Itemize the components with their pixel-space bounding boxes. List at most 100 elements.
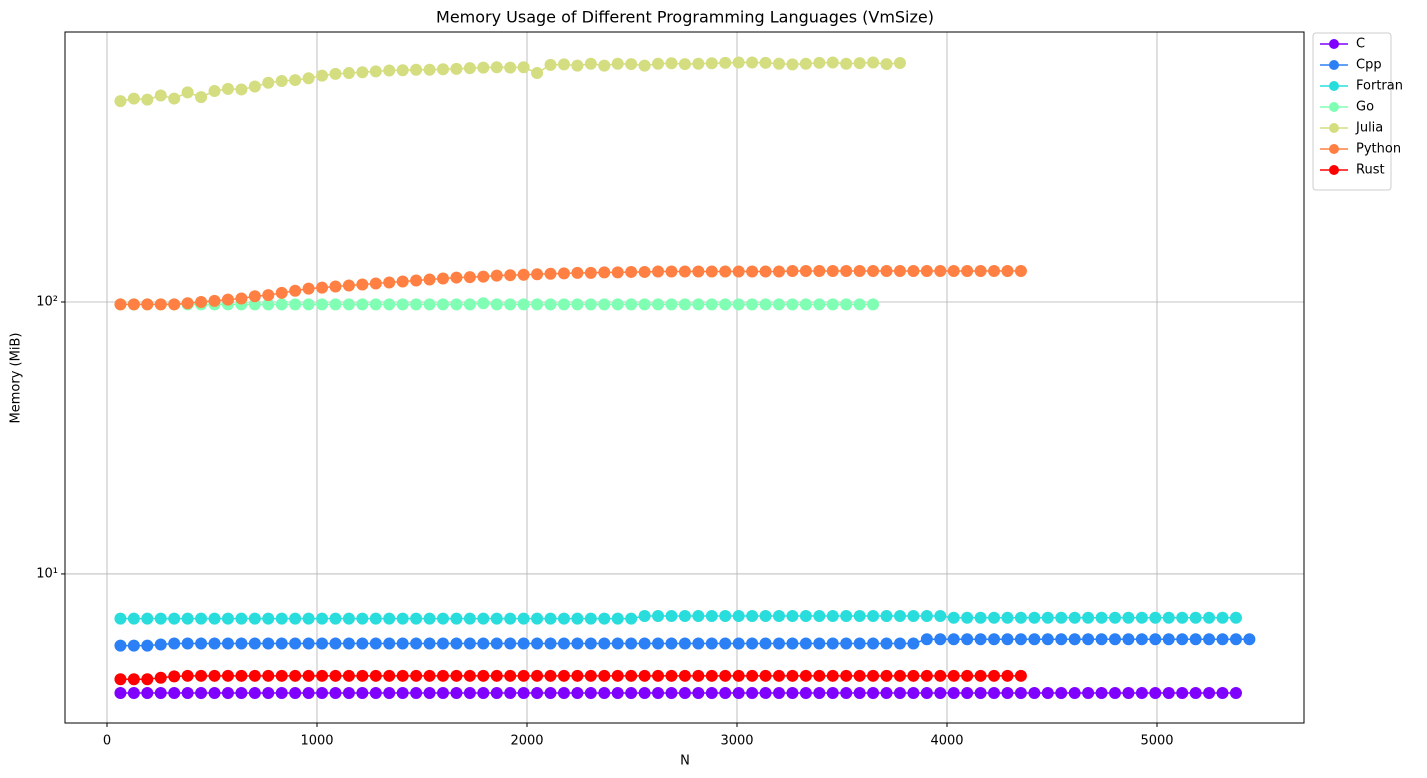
data-point [988, 669, 1001, 682]
data-point [504, 61, 517, 74]
data-point [221, 637, 234, 650]
data-point [168, 612, 181, 625]
data-point [423, 686, 436, 699]
data-point [799, 610, 812, 623]
data-point [867, 56, 880, 69]
data-point [329, 637, 342, 650]
data-point [195, 637, 208, 650]
data-point [1014, 265, 1027, 278]
data-point [1095, 611, 1108, 624]
data-point [450, 62, 463, 75]
data-point [517, 61, 530, 74]
data-point [1082, 633, 1095, 646]
data-point [826, 610, 839, 623]
data-point [1001, 611, 1014, 624]
data-point [181, 637, 194, 650]
data-point [974, 633, 987, 646]
data-point [437, 272, 449, 285]
data-point [450, 271, 463, 284]
data-point [692, 637, 705, 650]
data-point [611, 669, 624, 682]
data-point [329, 280, 342, 293]
data-point [625, 637, 638, 650]
data-point [584, 266, 597, 279]
data-point [705, 298, 718, 311]
data-point [759, 298, 772, 311]
data-point [934, 610, 947, 623]
data-point [221, 82, 234, 95]
data-point [947, 611, 960, 624]
data-point [195, 686, 208, 699]
data-point [396, 298, 409, 311]
data-point [759, 610, 772, 623]
data-point [571, 669, 584, 682]
data-point [907, 686, 920, 699]
data-point [396, 669, 409, 682]
data-point [1082, 686, 1095, 699]
legend-marker [1329, 81, 1339, 91]
data-point [383, 298, 396, 311]
data-point [1055, 633, 1068, 646]
data-point [275, 669, 288, 682]
data-point [356, 66, 369, 79]
data-point [1189, 611, 1202, 624]
data-point [678, 610, 691, 623]
data-point [1014, 686, 1027, 699]
data-point [746, 686, 759, 699]
data-point [746, 298, 759, 311]
data-point [181, 86, 194, 99]
data-point [1135, 611, 1148, 624]
data-point [867, 669, 880, 682]
data-point [369, 277, 382, 290]
data-point [410, 669, 423, 682]
data-point [947, 633, 960, 646]
data-point [1122, 633, 1135, 646]
data-point [1109, 633, 1121, 646]
data-point [437, 298, 449, 311]
data-point [665, 669, 678, 682]
data-point [786, 298, 799, 311]
data-point [450, 298, 463, 311]
data-point [746, 56, 759, 69]
data-point [410, 298, 423, 311]
data-point [732, 637, 745, 650]
data-point [329, 298, 342, 311]
data-point [1243, 633, 1256, 646]
data-point [383, 64, 396, 77]
data-point [988, 265, 1001, 278]
data-point [490, 61, 503, 74]
data-point [719, 298, 732, 311]
data-point [773, 265, 785, 278]
data-point [221, 669, 234, 682]
legend-label: Cpp [1356, 58, 1382, 73]
data-point [396, 275, 409, 288]
data-point [356, 637, 369, 650]
data-point [557, 686, 570, 699]
data-point [477, 297, 490, 310]
data-point [826, 56, 839, 69]
data-point [289, 74, 302, 87]
data-point [934, 686, 947, 699]
data-point [423, 63, 436, 76]
data-point [262, 76, 275, 89]
data-point [1014, 633, 1027, 646]
data-point [1041, 686, 1054, 699]
data-point [893, 686, 906, 699]
data-point [598, 637, 611, 650]
data-point [611, 686, 624, 699]
data-point [168, 298, 181, 311]
data-point [853, 298, 866, 311]
data-point [289, 686, 302, 699]
data-point [692, 669, 705, 682]
data-point [329, 67, 342, 80]
x-tick-label: 3000 [720, 734, 753, 749]
data-point [463, 686, 476, 699]
data-point [544, 637, 557, 650]
data-point [652, 610, 665, 623]
data-point [1189, 686, 1202, 699]
data-point [907, 669, 920, 682]
data-point [584, 637, 597, 650]
data-point [1122, 686, 1135, 699]
data-point [799, 298, 812, 311]
data-point [342, 612, 355, 625]
